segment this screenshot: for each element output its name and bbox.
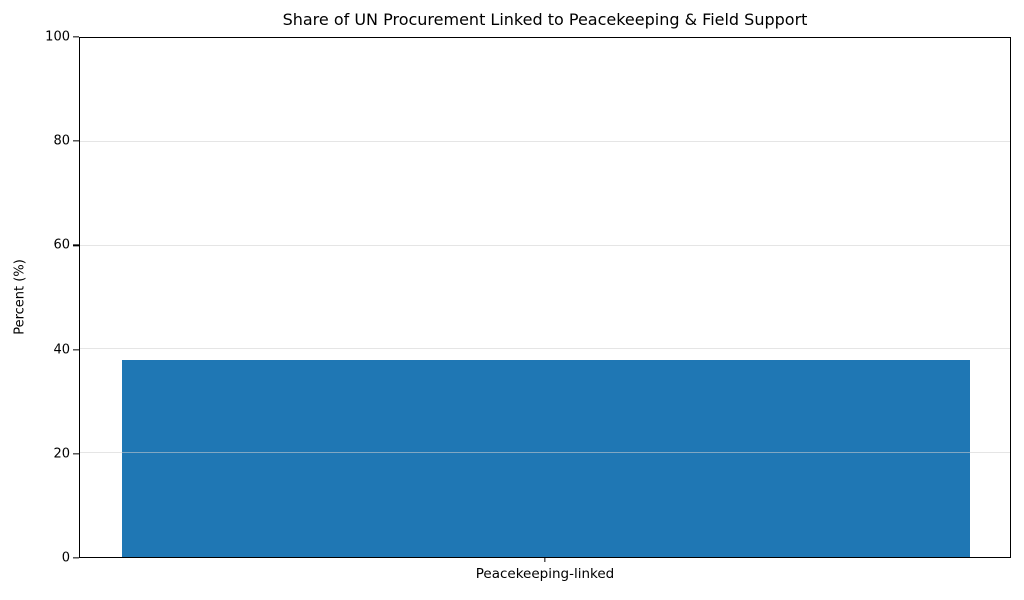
chart-title: Share of UN Procurement Linked to Peacek… — [282, 10, 808, 29]
y-axis-label: Percent (%) — [12, 259, 28, 335]
bars-layer — [80, 38, 1010, 557]
y-tick-mark-60 — [73, 244, 79, 247]
y-tick-label-40: 40 — [53, 342, 70, 358]
y-tick-label-100: 100 — [45, 29, 70, 45]
y-tick-mark-20 — [73, 453, 79, 455]
y-tick-mark-80 — [73, 140, 79, 142]
y-tick-mark-100 — [73, 36, 79, 38]
y-tick-label-20: 20 — [53, 446, 70, 462]
bar-peacekeeping-linked — [122, 359, 970, 557]
y-tick-label-80: 80 — [53, 133, 70, 149]
y-tick-mark-40 — [73, 348, 79, 351]
x-tick-label-0: Peacekeeping-linked — [475, 566, 615, 582]
y-tick-label-0: 0 — [61, 550, 70, 566]
plot-area — [79, 37, 1011, 558]
y-tick-label-60: 60 — [53, 237, 70, 253]
y-tick-mark-0 — [73, 557, 79, 559]
x-tick-mark-0 — [544, 558, 546, 562]
